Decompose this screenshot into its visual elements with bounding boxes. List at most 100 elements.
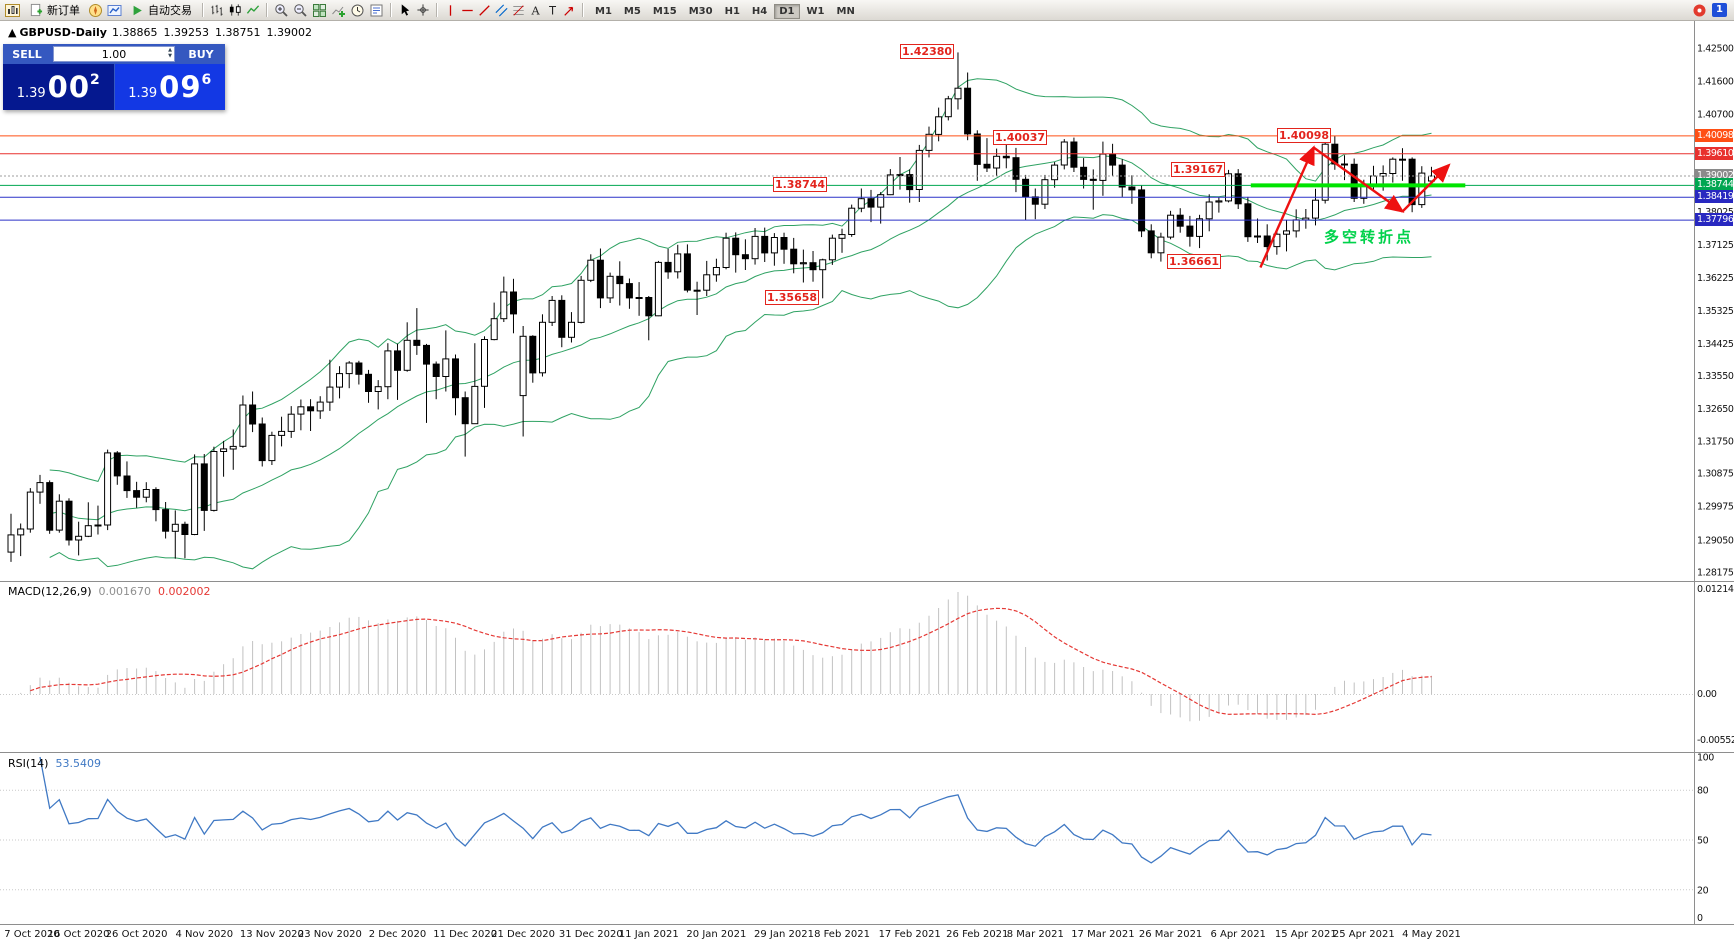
date-label: 25 Apr 2021 (1333, 929, 1395, 940)
price-label-1.40098[interactable]: 1.40098 (1277, 128, 1331, 143)
date-label: 26 Mar 2021 (1139, 929, 1202, 940)
volume-value: 1.00 (101, 47, 127, 61)
timeframe-button-m5[interactable]: M5 (623, 5, 641, 17)
timeframe-button-d1[interactable]: D1 (774, 3, 800, 19)
notification-icon[interactable] (1691, 2, 1708, 19)
date-label: 11 Dec 2020 (433, 929, 497, 940)
price-tick: 1.29975 (1697, 502, 1734, 513)
channel-tool-icon[interactable] (494, 3, 509, 18)
sell-price-prefix: 1.39 (16, 85, 46, 101)
timeframe-button-h1[interactable]: H1 (724, 5, 740, 17)
templates-icon[interactable] (368, 2, 385, 19)
bull-bear-turning-point-annotation: 多空转折点 (1323, 228, 1414, 246)
fibonacci-tool-icon[interactable] (511, 3, 526, 18)
candlestick-mode-icon[interactable] (227, 2, 243, 18)
chart-ohlc-header: ▲ GBPUSD-Daily 1.38865 1.39253 1.38751 1.3900… (8, 26, 318, 39)
zoom-in-icon[interactable] (273, 2, 290, 19)
price-tick: 1.35325 (1697, 306, 1734, 317)
collapse-marker-icon[interactable]: ▲ (8, 26, 17, 39)
date-label: 17 Mar 2021 (1071, 929, 1134, 940)
timeframe-button-h4[interactable]: H4 (751, 5, 768, 17)
window-count-badge[interactable]: 1 (1712, 3, 1727, 17)
low-value: 1.38751 (214, 26, 261, 39)
trade-panel-prices: 1.39 00 2 1.39 09 6 (3, 64, 225, 110)
timeframe-toolbar: M1 M5 M15 M30 H1 H4 D1 W1 MN (589, 3, 861, 19)
toolbar-separator (202, 3, 204, 17)
price-tick: 1.36225 (1697, 273, 1734, 284)
volume-input[interactable]: 1.00 ▲ ▼ (53, 46, 175, 62)
timeframe-button-m1[interactable]: M1 (595, 5, 612, 17)
scale-price-box-1.39610: 1.39610 (1695, 147, 1734, 160)
trend-arrows[interactable] (1259, 145, 1451, 268)
price-tick: 1.37125 (1697, 240, 1734, 251)
date-label: 4 May 2021 (1402, 929, 1461, 940)
toolbar-separator (390, 3, 392, 17)
arrows-tool-icon[interactable] (562, 3, 577, 18)
timeframe-button-m15[interactable]: M15 (652, 5, 677, 17)
price-label-1.38744[interactable]: 1.38744 (773, 177, 827, 192)
price-label-1.36661[interactable]: 1.36661 (1167, 254, 1221, 269)
text-tool-icon[interactable]: A (528, 3, 543, 18)
periods-icon[interactable] (349, 2, 366, 19)
date-label: 4 Nov 2020 (175, 929, 233, 940)
price-label-1.39167[interactable]: 1.39167 (1171, 162, 1225, 177)
new-order-button[interactable]: 新订单 (23, 0, 85, 20)
price-tick: 1.31750 (1697, 437, 1734, 448)
spinner-down-icon[interactable]: ▼ (168, 53, 172, 59)
macd-scale-label: -0.005523 (1697, 735, 1734, 746)
zoom-out-icon[interactable] (292, 2, 309, 19)
timeframe-button-mn[interactable]: MN (836, 5, 855, 17)
metaeditor-icon[interactable] (87, 2, 104, 19)
price-label-1.35658[interactable]: 1.35658 (765, 290, 819, 305)
crosshair-icon[interactable] (415, 2, 431, 18)
toolbar: 新订单 自动交易 A T M1 M5 M15 M30 H1 H4 D1 W1 MN (0, 0, 1734, 21)
vertical-line-tool-icon[interactable] (443, 3, 458, 18)
timeframe-button-m30[interactable]: M30 (688, 5, 713, 17)
buy-price-main: 09 (159, 70, 202, 104)
horizontal-line-tool-icon[interactable] (460, 3, 475, 18)
indicators-icon[interactable] (330, 2, 347, 19)
price-label-1.42380[interactable]: 1.42380 (900, 44, 954, 59)
tile-windows-icon[interactable] (311, 2, 328, 19)
price-tick: 1.29050 (1697, 536, 1734, 547)
buy-button[interactable]: 1.39 09 6 (113, 64, 225, 110)
rsi-scale-label: 0 (1697, 913, 1703, 924)
timeframe-button-w1[interactable]: W1 (806, 5, 825, 17)
date-label: 11 Jan 2021 (619, 929, 679, 940)
cursor-icon[interactable] (397, 2, 413, 18)
bar-chart-mode-icon[interactable] (209, 2, 225, 18)
toolbar-right-group: 1 (1691, 2, 1730, 19)
macd-histogram (20, 592, 1432, 722)
pane-separators[interactable] (0, 20, 1734, 925)
horizontal-lines[interactable] (0, 135, 1694, 221)
text-label-tool-icon[interactable]: T (545, 3, 560, 18)
line-chart-mode-icon[interactable] (245, 2, 261, 18)
autotrade-label: 自动交易 (148, 4, 192, 17)
rsi-value: 53.5409 (55, 757, 101, 770)
price-tick: 1.32650 (1697, 404, 1734, 415)
scale-price-box-1.37796: 1.37796 (1695, 213, 1734, 226)
date-label: 8 Feb 2021 (814, 929, 870, 940)
macd-signal-value: 0.002002 (158, 585, 211, 598)
market-watch-icon[interactable] (106, 2, 123, 19)
macd-signal-line (30, 607, 1432, 716)
sell-button[interactable]: 1.39 00 2 (3, 64, 114, 110)
date-label: 16 Oct 2020 (48, 929, 110, 940)
price-axis[interactable]: 1.42500 1.41600 1.40700 1.38025 1.37125 1.362… (1697, 44, 1734, 925)
trendline-tool-icon[interactable] (477, 3, 492, 18)
spinner-up-icon[interactable]: ▲ (168, 47, 172, 53)
rsi-indicator-label: RSI(14) 53.5409 (8, 757, 101, 770)
date-label: 21 Dec 2020 (491, 929, 555, 940)
autotrade-button[interactable]: 自动交易 (125, 0, 197, 20)
date-label: 8 Mar 2021 (1007, 929, 1064, 940)
chart-window-icon[interactable] (4, 2, 21, 19)
macd-scale-label: 0.012141 (1697, 584, 1734, 595)
date-label: 13 Nov 2020 (240, 929, 304, 940)
volume-spinner[interactable]: ▲ ▼ (168, 47, 172, 59)
price-label-1.40037[interactable]: 1.40037 (993, 130, 1047, 145)
close-value: 1.39002 (266, 26, 312, 39)
bollinger-bands (49, 78, 1432, 570)
new-order-icon (28, 2, 44, 18)
